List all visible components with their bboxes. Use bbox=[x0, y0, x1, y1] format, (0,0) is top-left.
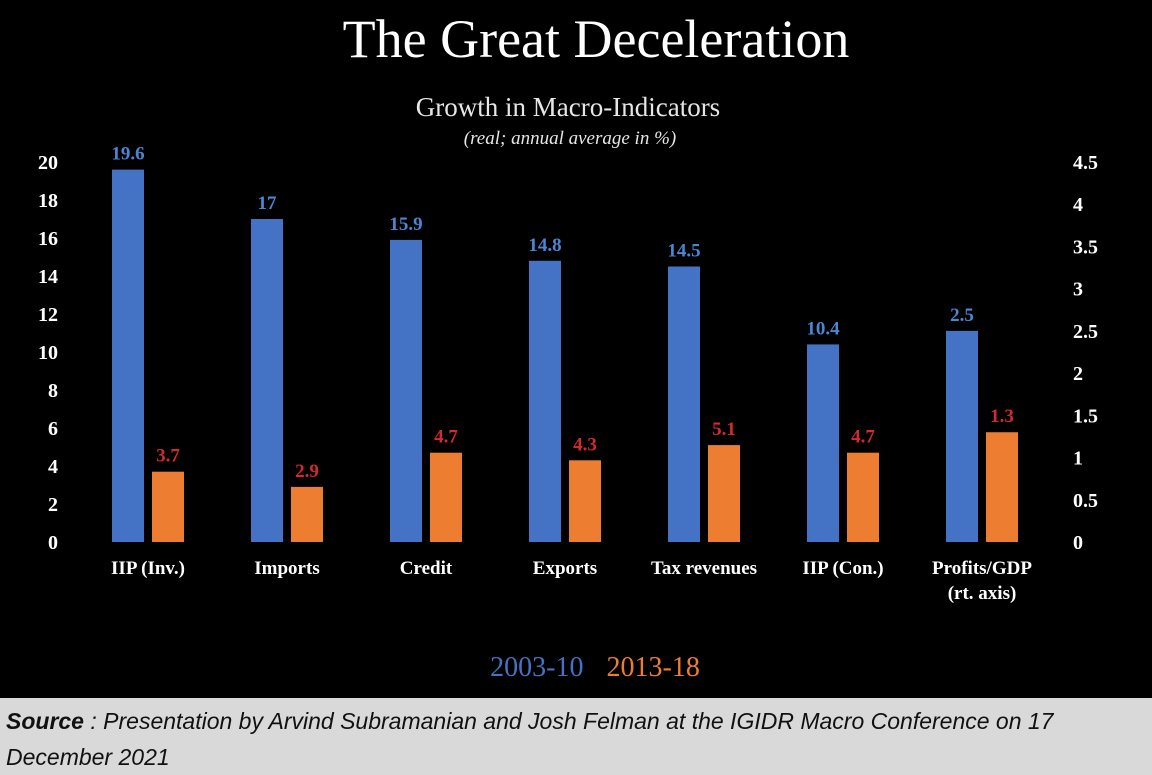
value-label: 10.4 bbox=[806, 318, 840, 339]
right-axis-tick: 4.5 bbox=[1073, 152, 1098, 174]
bar-2003-10-tax-revenues bbox=[668, 266, 700, 542]
bar-2003-10-iip-inv bbox=[112, 169, 144, 542]
right-axis-tick: 2 bbox=[1073, 363, 1083, 385]
bar-2003-10-exports bbox=[529, 260, 561, 542]
bar-2013-18-exports bbox=[569, 460, 601, 542]
left-axis-tick: 2 bbox=[48, 494, 58, 516]
right-axis-tick: 0.5 bbox=[1073, 490, 1098, 512]
value-label: 14.8 bbox=[528, 235, 561, 256]
bar-2013-18-profits-gdp-rt-axis bbox=[986, 432, 1018, 542]
source-caption: Source : Presentation by Arvind Subraman… bbox=[6, 703, 1146, 775]
chart-note: (real; annual average in %) bbox=[463, 128, 677, 149]
value-label: 1.3 bbox=[990, 406, 1014, 427]
category-label: (rt. axis) bbox=[948, 583, 1017, 604]
legend-entry-2003-10: 2003-10 bbox=[490, 652, 584, 683]
right-axis-tick: 1.5 bbox=[1073, 405, 1098, 427]
source-text: : Presentation by Arvind Subramanian and… bbox=[6, 708, 1054, 770]
left-axis-tick: 14 bbox=[38, 266, 58, 288]
value-label: 5.1 bbox=[712, 419, 736, 440]
category-label: Imports bbox=[254, 558, 319, 579]
source-label: Source bbox=[6, 708, 84, 734]
chart-title: The Great Deceleration bbox=[342, 9, 850, 69]
right-axis-tick: 2.5 bbox=[1073, 321, 1098, 343]
left-axis-tick: 10 bbox=[38, 342, 58, 364]
value-label: 2.9 bbox=[295, 461, 319, 482]
value-label: 14.5 bbox=[667, 241, 700, 262]
value-label: 17 bbox=[258, 193, 278, 214]
right-axis-tick: 3.5 bbox=[1073, 236, 1098, 258]
bar-2013-18-tax-revenues bbox=[708, 445, 740, 542]
category-label: IIP (Inv.) bbox=[111, 558, 185, 579]
left-axis-tick: 8 bbox=[48, 380, 58, 402]
left-axis-tick: 12 bbox=[38, 304, 58, 326]
category-label: Tax revenues bbox=[651, 558, 757, 579]
chart-subtitle: Growth in Macro-Indicators bbox=[415, 92, 721, 122]
category-label: IIP (Con.) bbox=[802, 558, 883, 579]
left-axis-tick: 18 bbox=[38, 190, 58, 212]
left-axis-tick: 4 bbox=[48, 456, 58, 478]
legend: 2003-10 2013-18 bbox=[0, 652, 1152, 684]
bar-2013-18-credit bbox=[430, 452, 462, 542]
left-axis-tick: 16 bbox=[38, 228, 58, 250]
value-label: 4.7 bbox=[851, 427, 875, 448]
value-label: 4.7 bbox=[434, 427, 458, 448]
bar-chart: 0 2 4 6 8 10 12 14 16 18 20 0 0.5 1 1.5 2 2.5 3 3.5 4 4.5 19.… bbox=[38, 144, 1098, 604]
category-label: Profits/GDP bbox=[932, 558, 1032, 579]
category-label: Exports bbox=[533, 558, 597, 579]
left-axis-tick: 0 bbox=[48, 532, 58, 554]
right-axis-tick: 0 bbox=[1073, 532, 1083, 554]
bar-2003-10-imports bbox=[251, 219, 283, 542]
bar-2013-18-imports bbox=[291, 486, 323, 542]
chart-panel: 0 2 4 6 8 10 12 14 16 18 20 0 0.5 1 1.5 2 2.5 3 3.5 4 4.5 19.… bbox=[0, 0, 1152, 698]
value-label: 3.7 bbox=[156, 446, 180, 467]
value-label: 15.9 bbox=[389, 214, 422, 235]
value-label: 19.6 bbox=[111, 144, 144, 165]
left-axis-tick: 20 bbox=[38, 152, 58, 174]
category-label: Credit bbox=[400, 558, 453, 579]
bar-2003-10-profits-gdp-rt-axis bbox=[946, 330, 978, 542]
value-label: 4.3 bbox=[573, 434, 597, 455]
left-axis-tick: 6 bbox=[48, 418, 58, 440]
bar-2003-10-iip-con bbox=[807, 344, 839, 542]
bar-2013-18-iip-inv bbox=[152, 471, 184, 542]
legend-entry-2013-18: 2013-18 bbox=[606, 652, 700, 683]
bar-2003-10-credit bbox=[390, 239, 422, 542]
right-axis-tick: 3 bbox=[1073, 279, 1083, 301]
right-axis-tick: 4 bbox=[1073, 194, 1083, 216]
bar-2013-18-iip-con bbox=[847, 452, 879, 542]
right-axis-tick: 1 bbox=[1073, 448, 1083, 470]
value-label: 2.5 bbox=[950, 305, 974, 326]
